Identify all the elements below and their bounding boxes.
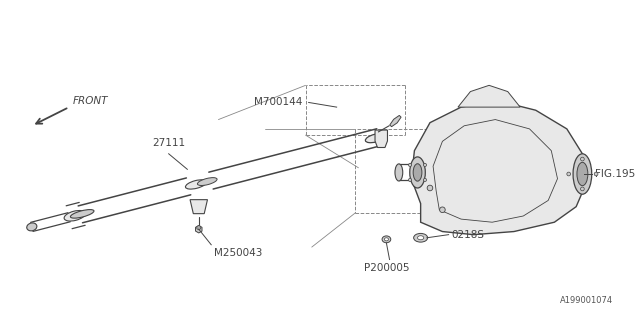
- Polygon shape: [196, 226, 202, 233]
- Ellipse shape: [413, 164, 422, 181]
- Text: 27111: 27111: [152, 138, 185, 148]
- Polygon shape: [412, 101, 586, 235]
- Ellipse shape: [27, 223, 37, 231]
- Ellipse shape: [424, 164, 427, 166]
- Ellipse shape: [573, 154, 592, 194]
- Ellipse shape: [64, 211, 85, 221]
- Ellipse shape: [395, 164, 403, 181]
- Ellipse shape: [427, 185, 433, 191]
- Text: M250043: M250043: [214, 248, 262, 258]
- Polygon shape: [197, 225, 201, 230]
- Polygon shape: [390, 116, 401, 127]
- Ellipse shape: [440, 207, 445, 212]
- Text: A199001074: A199001074: [561, 296, 614, 305]
- Ellipse shape: [408, 178, 412, 181]
- Ellipse shape: [365, 134, 385, 143]
- Text: M700144: M700144: [254, 98, 303, 108]
- Ellipse shape: [382, 236, 391, 243]
- Ellipse shape: [197, 178, 217, 186]
- Ellipse shape: [408, 164, 412, 166]
- Polygon shape: [458, 85, 520, 107]
- Ellipse shape: [410, 157, 426, 188]
- Text: FRONT: FRONT: [72, 96, 108, 106]
- Ellipse shape: [567, 172, 571, 176]
- Ellipse shape: [594, 172, 598, 176]
- Ellipse shape: [424, 178, 427, 181]
- Ellipse shape: [70, 210, 94, 218]
- Text: P200005: P200005: [364, 263, 409, 273]
- Ellipse shape: [186, 180, 207, 189]
- Polygon shape: [190, 200, 207, 214]
- Ellipse shape: [385, 238, 388, 241]
- Ellipse shape: [580, 157, 584, 161]
- Text: FIG.195: FIG.195: [595, 169, 635, 179]
- Text: 0218S: 0218S: [452, 230, 484, 240]
- Ellipse shape: [413, 233, 428, 242]
- Polygon shape: [375, 130, 387, 148]
- Ellipse shape: [417, 236, 424, 240]
- Ellipse shape: [577, 162, 588, 186]
- Ellipse shape: [580, 187, 584, 191]
